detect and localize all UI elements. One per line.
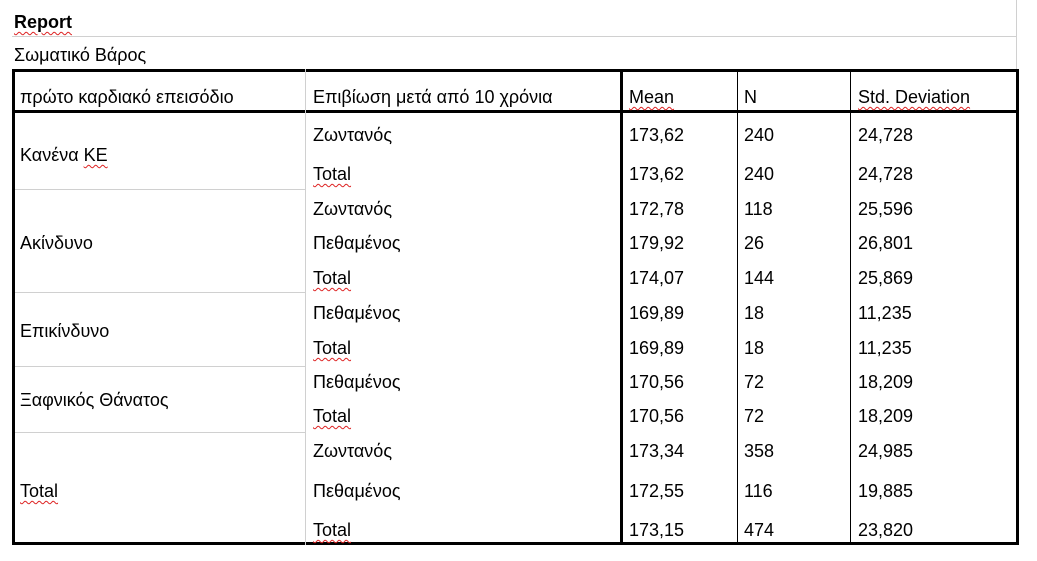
row-std-deviation: 24,985 bbox=[858, 441, 914, 461]
header-cell: πρώτο καρδιακό επεισόδιο bbox=[20, 87, 234, 107]
row-n: 18 bbox=[744, 303, 765, 323]
row-n: 116 bbox=[744, 481, 773, 501]
row-mean: 170,56 bbox=[629, 406, 685, 426]
row-n: 72 bbox=[744, 406, 765, 426]
row-mean: 169,89 bbox=[629, 303, 685, 323]
group-separator bbox=[15, 366, 305, 367]
row-subgroup: Total bbox=[313, 268, 352, 288]
column-separator-survival bbox=[305, 69, 306, 545]
row-subgroup: Total bbox=[313, 520, 352, 540]
group-label: Total bbox=[20, 481, 59, 501]
row-n: 26 bbox=[744, 233, 765, 253]
table-border-right bbox=[1016, 69, 1019, 545]
row-std-deviation: 11,235 bbox=[858, 303, 912, 323]
header-cell: Mean bbox=[629, 87, 675, 107]
row-subgroup: Ζωντανός bbox=[313, 125, 392, 145]
row-std-deviation: 24,728 bbox=[858, 125, 914, 145]
row-n: 358 bbox=[744, 441, 775, 461]
row-mean: 173,34 bbox=[629, 441, 685, 461]
row-std-deviation: 26,801 bbox=[858, 233, 914, 253]
column-separator-sd bbox=[850, 69, 851, 545]
group-separator bbox=[15, 292, 305, 293]
group-label: Επικίνδυνο bbox=[20, 321, 110, 341]
row-subgroup: Πεθαμένος bbox=[313, 372, 401, 392]
row-std-deviation: 23,820 bbox=[858, 520, 914, 540]
column-separator-n bbox=[737, 69, 738, 545]
row-mean: 170,56 bbox=[629, 372, 685, 392]
row-std-deviation: 25,869 bbox=[858, 268, 914, 288]
row-subgroup: Total bbox=[313, 406, 352, 426]
row-n: 18 bbox=[744, 338, 765, 358]
row-subgroup: Ζωντανός bbox=[313, 441, 392, 461]
group-separator bbox=[15, 189, 305, 190]
header-cell: Επιβίωση μετά από 10 χρόνια bbox=[313, 87, 553, 107]
report-title: Report bbox=[14, 12, 72, 32]
row-subgroup: Total bbox=[313, 164, 352, 184]
row-mean: 169,89 bbox=[629, 338, 685, 358]
row-n: 118 bbox=[744, 199, 773, 219]
row-mean: 173,15 bbox=[629, 520, 685, 540]
row-std-deviation: 25,596 bbox=[858, 199, 914, 219]
column-separator-mean bbox=[620, 69, 623, 545]
row-subgroup: Πεθαμένος bbox=[313, 233, 401, 253]
row-std-deviation: 18,209 bbox=[858, 406, 914, 426]
group-label: Κανένα ΚΕ bbox=[20, 145, 108, 165]
row-mean: 173,62 bbox=[629, 164, 685, 184]
row-mean: 172,78 bbox=[629, 199, 685, 219]
row-mean: 173,62 bbox=[629, 125, 685, 145]
row-std-deviation: 24,728 bbox=[858, 164, 914, 184]
header-cell: Std. Deviation bbox=[858, 87, 971, 107]
group-label: Ακίνδυνο bbox=[20, 233, 93, 253]
group-label: Ξαφνικός Θάνατος bbox=[20, 390, 169, 410]
row-subgroup: Πεθαμένος bbox=[313, 481, 401, 501]
header-cell: N bbox=[744, 87, 757, 107]
row-n: 474 bbox=[744, 520, 775, 540]
row-n: 240 bbox=[744, 125, 775, 145]
row-std-deviation: 19,885 bbox=[858, 481, 914, 501]
report-subtitle: Σωματικό Βάρος bbox=[14, 45, 147, 65]
row-std-deviation: 11,235 bbox=[858, 338, 912, 358]
row-std-deviation: 18,209 bbox=[858, 372, 914, 392]
grid-line bbox=[12, 36, 1016, 37]
row-n: 240 bbox=[744, 164, 775, 184]
row-mean: 179,92 bbox=[629, 233, 685, 253]
table-border-left bbox=[12, 69, 15, 545]
row-n: 144 bbox=[744, 268, 775, 288]
table-border-top bbox=[12, 69, 1019, 72]
row-n: 72 bbox=[744, 372, 765, 392]
row-subgroup: Total bbox=[313, 338, 352, 358]
row-subgroup: Ζωντανός bbox=[313, 199, 392, 219]
group-separator bbox=[15, 432, 305, 433]
row-subgroup: Πεθαμένος bbox=[313, 303, 401, 323]
table-border-bottom bbox=[12, 542, 1019, 545]
row-mean: 174,07 bbox=[629, 268, 685, 288]
header-separator bbox=[12, 110, 1019, 113]
row-mean: 172,55 bbox=[629, 481, 685, 501]
